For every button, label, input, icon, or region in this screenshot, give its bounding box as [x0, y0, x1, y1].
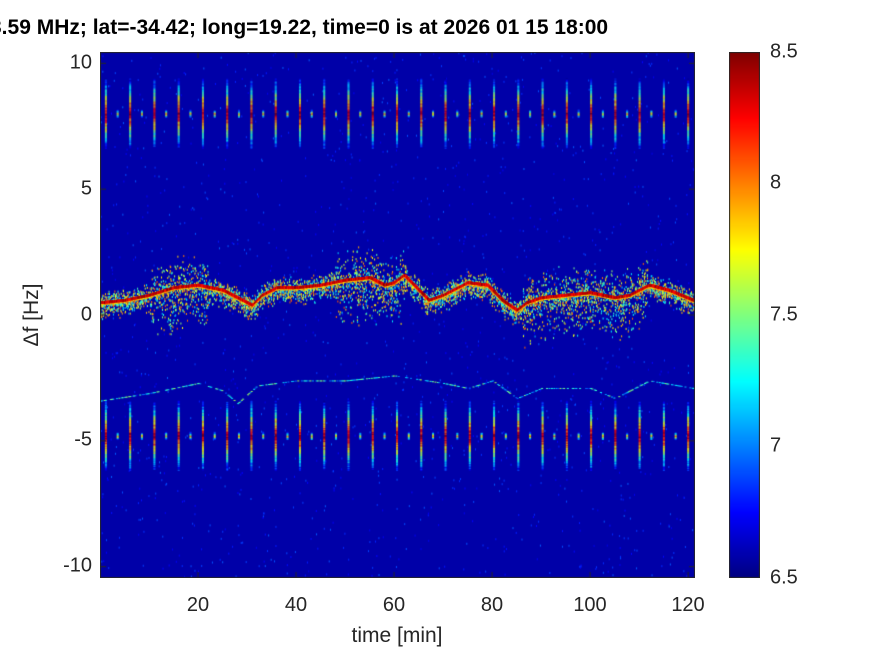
colorbar-tick-label: 7: [770, 434, 782, 457]
chart-title: 3.59 MHz; lat=-34.42; long=19.22, time=0…: [0, 16, 609, 39]
x-tick-label: 40: [284, 594, 308, 616]
x-tick-label: 120: [671, 594, 705, 616]
x-tick-label: 100: [573, 594, 607, 616]
y-tick-label: -10: [63, 554, 92, 577]
x-tick-label: 60: [382, 594, 406, 616]
colorbar: [729, 52, 760, 578]
colorbar-tick-label: 6.5: [770, 566, 798, 589]
x-axis-label: time [min]: [351, 624, 443, 647]
y-tick-label: 5: [80, 177, 92, 200]
colorbar-tick-label: 8: [770, 171, 782, 194]
colorbar-tick-label: 8.5: [770, 40, 798, 63]
y-axis-label: Δf [Hz]: [20, 283, 43, 347]
y-tick-label: 10: [69, 51, 92, 74]
y-tick-label: 0: [80, 303, 92, 326]
x-tick-label: 80: [480, 594, 504, 616]
x-tick-label: 20: [186, 594, 210, 616]
y-tick-label: -5: [74, 428, 92, 451]
spectrogram-plot: [100, 52, 695, 578]
colorbar-tick-label: 7.5: [770, 303, 798, 326]
